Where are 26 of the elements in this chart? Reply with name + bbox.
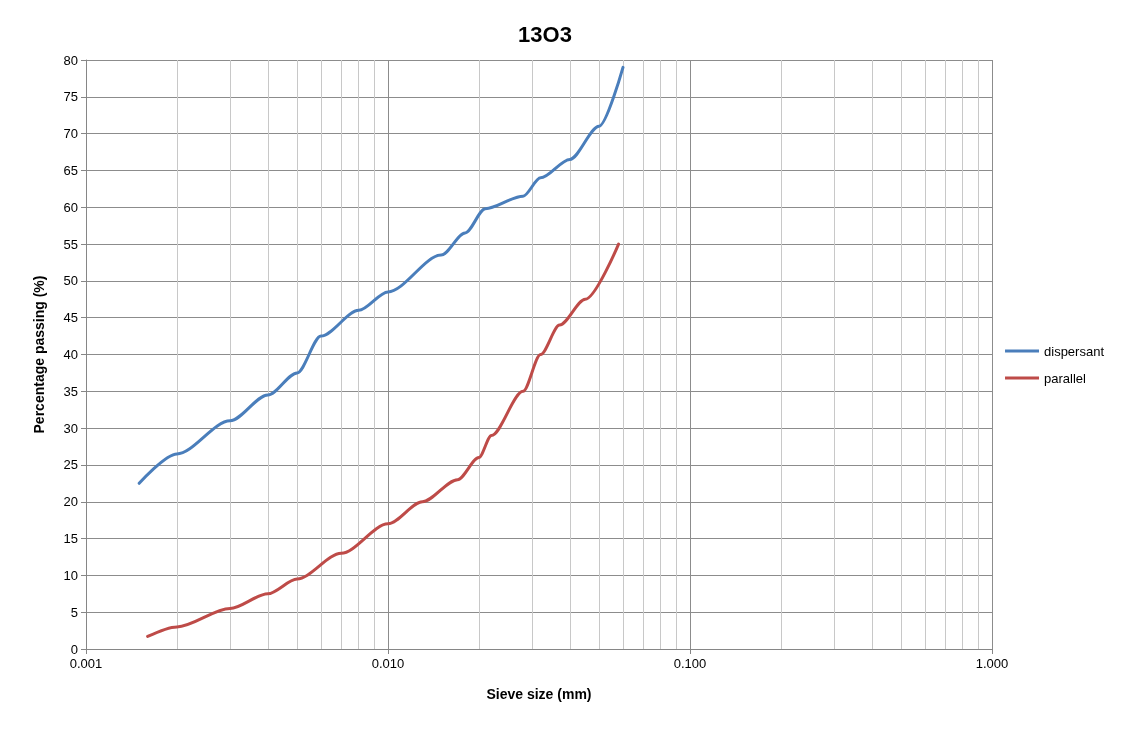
legend-label: dispersant	[1044, 343, 1105, 359]
y-tick-label: 10	[63, 567, 78, 583]
y-tick-label: 30	[63, 420, 78, 436]
chart-title: 13O3	[518, 21, 572, 47]
y-tick-label: 55	[63, 236, 78, 252]
y-tick-label: 75	[63, 89, 78, 105]
x-tick-label: 1.000	[975, 656, 1009, 671]
x-tick-label: 0.010	[371, 656, 405, 671]
y-tick-label: 25	[63, 457, 78, 473]
y-tick-label: 15	[63, 531, 78, 547]
y-tick-label: 70	[63, 126, 78, 142]
x-axis-title: Sieve size (mm)	[486, 686, 592, 702]
y-tick-label: 80	[63, 52, 78, 68]
y-tick-label: 35	[63, 383, 78, 399]
y-tick-label: 65	[63, 162, 78, 178]
x-tick-label: 0.100	[673, 656, 707, 671]
y-tick-label: 50	[63, 273, 78, 289]
y-tick-label: 20	[63, 494, 78, 510]
y-tick-label: 45	[63, 310, 78, 326]
y-tick-label: 5	[70, 604, 78, 620]
x-tick-label: 0.001	[69, 656, 103, 671]
legend-label: parallel	[1044, 370, 1087, 386]
y-tick-label: 60	[63, 199, 78, 215]
y-axis-title: Percentage passing (%)	[31, 275, 47, 434]
y-tick-label: 0	[70, 641, 78, 657]
y-tick-label: 40	[63, 347, 78, 362]
